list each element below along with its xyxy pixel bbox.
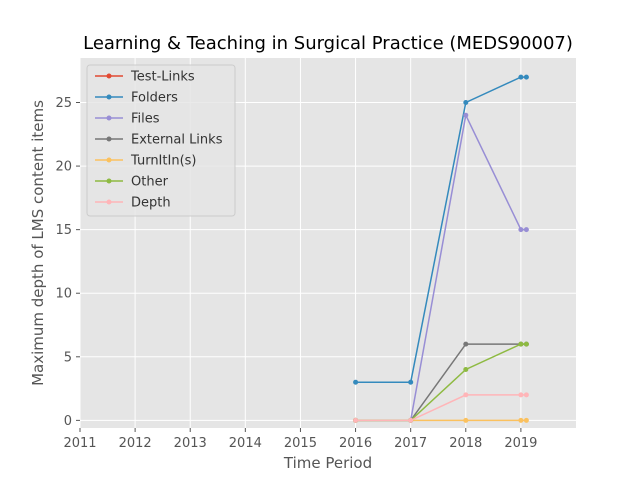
- x-tick-label: 2012: [119, 436, 152, 451]
- data-point: [523, 227, 529, 233]
- series-depth: [353, 392, 529, 423]
- x-tick-label: 2016: [339, 436, 372, 451]
- data-point: [518, 74, 524, 80]
- legend-swatch-marker: [106, 199, 112, 205]
- legend-swatch-marker: [106, 115, 112, 121]
- legend-label: Files: [131, 112, 160, 127]
- series-folders: [353, 74, 529, 385]
- gridlines: [79, 58, 576, 428]
- data-point: [518, 392, 524, 398]
- legend-item: Test-Links: [95, 70, 195, 85]
- y-tick-label: 25: [55, 96, 72, 111]
- data-point: [463, 341, 469, 347]
- legend-swatch-marker: [106, 94, 112, 100]
- legend-label: Folders: [131, 91, 178, 106]
- data-point: [523, 392, 529, 398]
- data-point: [463, 112, 469, 118]
- legend-item: Depth: [95, 196, 171, 211]
- tick-labels: 2011 2012 2013 2014 2015 2016 2017 2018 20190510…: [55, 96, 537, 451]
- legend-label: Depth: [131, 196, 171, 211]
- legend-swatch-marker: [106, 178, 112, 184]
- x-axis-label: Time Period: [283, 454, 372, 472]
- data-point: [523, 74, 529, 80]
- legend-item: Files: [95, 112, 160, 127]
- legend-item: External Links: [95, 133, 223, 148]
- y-tick-label: 5: [64, 350, 72, 365]
- x-tick-label: 2015: [284, 436, 317, 451]
- data-point: [518, 227, 524, 233]
- data-point: [523, 417, 529, 423]
- x-tick-label: 2017: [394, 436, 427, 451]
- data-point: [408, 417, 414, 423]
- series-layer: [353, 74, 529, 423]
- x-tick-label: 2011: [63, 436, 96, 451]
- y-tick-label: 15: [55, 223, 72, 238]
- y-tick-label: 0: [64, 414, 72, 429]
- data-point: [353, 379, 359, 385]
- legend-item: Folders: [95, 91, 178, 106]
- chart-title: Learning & Teaching in Surgical Practice…: [83, 33, 573, 54]
- data-point: [353, 417, 359, 423]
- x-tick-label: 2018: [449, 436, 482, 451]
- data-point: [463, 367, 469, 372]
- data-point: [518, 417, 524, 423]
- x-tick-label: 2013: [174, 436, 207, 451]
- legend-label: Test-Links: [130, 70, 195, 85]
- legend-label: External Links: [131, 133, 223, 148]
- y-tick-label: 10: [55, 287, 72, 302]
- data-point: [518, 341, 524, 347]
- y-tick-label: 20: [55, 160, 72, 175]
- legend-item: TurnItIn(s): [95, 154, 196, 169]
- legend-item: Other: [95, 175, 169, 190]
- legend: Test-Links Folders Files External Links Turn…: [86, 64, 236, 217]
- data-point: [463, 100, 469, 105]
- data-point: [523, 341, 529, 347]
- data-point: [463, 392, 469, 398]
- legend-label: TurnItIn(s): [130, 154, 196, 169]
- legend-swatch-marker: [106, 73, 112, 79]
- data-point: [408, 379, 414, 385]
- data-point: [463, 417, 469, 423]
- legend-box: [86, 64, 236, 217]
- y-axis-label: Maximum depth of LMS content items: [29, 100, 47, 386]
- x-tick-label: 2014: [229, 436, 262, 451]
- legend-swatch-marker: [106, 136, 112, 142]
- legend-swatch-marker: [106, 157, 112, 163]
- legend-label: Other: [131, 175, 169, 190]
- x-tick-label: 2019: [504, 436, 537, 451]
